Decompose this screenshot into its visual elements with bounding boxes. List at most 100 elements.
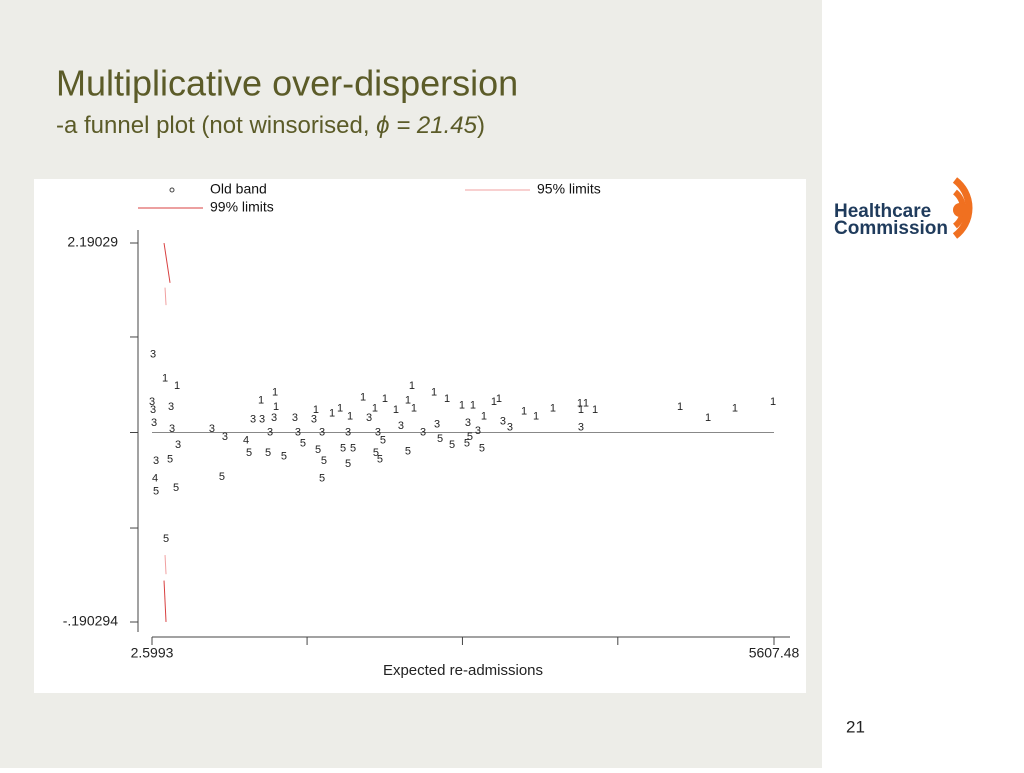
point: 3	[578, 422, 584, 434]
point: 3	[151, 417, 157, 429]
point: 5	[380, 434, 386, 446]
point: 1	[578, 404, 584, 416]
point: 1	[347, 410, 353, 422]
point: 1	[732, 403, 738, 415]
point: 5	[281, 450, 287, 462]
point: 5	[246, 447, 252, 459]
point: 3	[168, 401, 174, 413]
legend-label: 95% limits	[537, 181, 601, 197]
logo-text: Healthcare	[834, 201, 931, 222]
point: 3	[475, 425, 481, 437]
point: 4	[243, 434, 249, 446]
point: 1	[313, 404, 319, 416]
point: 5	[479, 442, 485, 454]
point: 3	[420, 426, 426, 438]
point: 5	[219, 471, 225, 483]
point: 3	[150, 404, 156, 416]
x-axis-label: Expected re-admissions	[383, 662, 543, 679]
point: 1	[411, 403, 417, 415]
point: 5	[315, 444, 321, 456]
point: 1	[550, 403, 556, 415]
point: 3	[153, 455, 159, 467]
point: 1	[273, 401, 279, 413]
point: 5	[319, 473, 325, 485]
point: 5	[449, 439, 455, 451]
point: 5	[153, 485, 159, 497]
subtitle-text: -a funnel plot (not winsorised,	[56, 112, 376, 139]
point: 3	[222, 431, 228, 443]
point: 3	[375, 426, 381, 438]
point: 4	[152, 473, 158, 485]
point: 1	[677, 401, 683, 413]
point: 1	[705, 412, 711, 424]
point: 5	[300, 438, 306, 450]
point: 5	[373, 447, 379, 459]
point: 5	[265, 447, 271, 459]
point: 1	[393, 404, 399, 416]
point: 5	[437, 433, 443, 445]
point: 3	[319, 426, 325, 438]
logo-dot	[953, 203, 967, 217]
point: 5	[163, 533, 169, 545]
point: 5	[340, 442, 346, 454]
point: 3	[345, 426, 351, 438]
limit-line	[164, 555, 167, 575]
logo-arc	[952, 177, 973, 239]
limit-line	[163, 242, 171, 283]
point: 1	[174, 380, 180, 392]
point: 1	[577, 398, 583, 410]
point: 5	[345, 458, 351, 470]
point: 3	[398, 420, 404, 432]
point: 1	[496, 393, 502, 405]
point: 5	[464, 438, 470, 450]
point: 3	[295, 426, 301, 438]
point: 3	[149, 396, 155, 408]
point: 1	[409, 380, 415, 392]
subtitle-end: )	[477, 112, 485, 139]
point: 5	[173, 482, 179, 494]
point: 3	[507, 422, 513, 434]
point: 3	[250, 414, 256, 426]
point: 3	[465, 417, 471, 429]
point: 3	[259, 414, 265, 426]
legend-label: 99% limits	[210, 199, 274, 215]
point: 1	[405, 395, 411, 407]
point: 3	[150, 348, 156, 360]
point: 1	[491, 396, 497, 408]
chart-bg	[34, 179, 806, 693]
logo: Healthcare Commission	[834, 177, 973, 239]
point: 1	[162, 372, 168, 384]
point: 1	[459, 399, 465, 411]
point: 1	[431, 387, 437, 399]
point: 3	[209, 423, 215, 435]
point: 3	[500, 415, 506, 427]
point: 3	[292, 412, 298, 424]
slide-subtitle: -a funnel plot (not winsorised, ϕ = 21.4…	[56, 112, 485, 139]
page-number: 21	[846, 717, 865, 736]
y-tick-label: -.190294	[63, 613, 118, 629]
point: 3	[271, 412, 277, 424]
point: 1	[372, 403, 378, 415]
point: 1	[533, 410, 539, 422]
point: 1	[592, 404, 598, 416]
point: 3	[175, 439, 181, 451]
legend-label: Old band	[210, 181, 267, 197]
x-tick-label: 5607.48	[749, 645, 800, 661]
point: 5	[405, 446, 411, 458]
point: 1	[258, 395, 264, 407]
point: 1	[770, 396, 776, 408]
point: 1	[521, 406, 527, 418]
limit-line	[163, 580, 167, 622]
subtitle-phi: ϕ = 21.45	[376, 112, 477, 139]
x-tick-label: 2.5993	[131, 645, 174, 661]
point: 1	[272, 387, 278, 399]
limit-line	[164, 287, 167, 306]
point: 5	[321, 455, 327, 467]
point: 1	[444, 393, 450, 405]
legend-marker	[169, 187, 175, 193]
point: 1	[382, 393, 388, 405]
y-tick-label: 2.19029	[67, 234, 118, 250]
point: 3	[311, 414, 317, 426]
point: 3	[366, 412, 372, 424]
